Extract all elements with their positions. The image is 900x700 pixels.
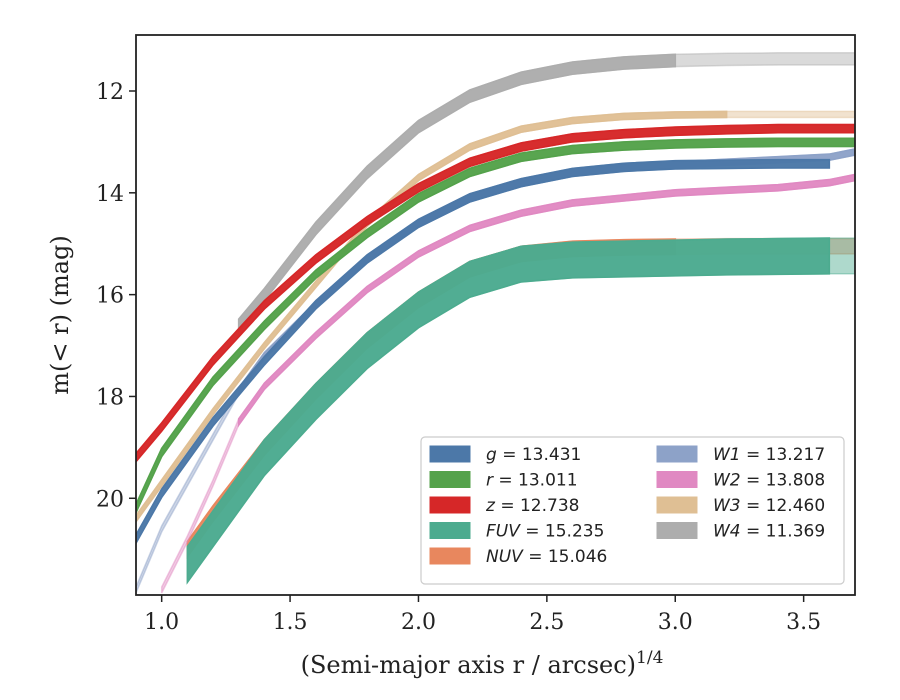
x-tick-label: 3.0 bbox=[658, 610, 693, 635]
legend-box bbox=[420, 436, 845, 585]
y-axis-label: m(< r) (mag) bbox=[46, 235, 74, 394]
series-g-band bbox=[136, 158, 831, 545]
y-tick-label: 18 bbox=[96, 385, 124, 410]
y-tick-label: 20 bbox=[96, 487, 124, 512]
legend-swatch-w1 bbox=[656, 445, 698, 463]
legend-label-w2: W2 = 13.808 bbox=[713, 471, 825, 491]
series-layer bbox=[136, 52, 855, 594]
legend-label-z: z = 12.738 bbox=[485, 496, 579, 516]
y-axis: 12 14 16 18 20 bbox=[96, 80, 136, 512]
x-tick-label: 3.5 bbox=[786, 610, 821, 635]
legend-label-w4: W4 = 11.369 bbox=[713, 522, 825, 542]
legend-swatch-fuv bbox=[429, 522, 471, 539]
y-tick-label: 16 bbox=[96, 284, 124, 309]
x-axis-label: (Semi-major axis r / arcsec)1/4 bbox=[301, 648, 664, 679]
series-r-band bbox=[136, 137, 855, 513]
legend-swatch-w3 bbox=[656, 496, 698, 514]
legend-label-fuv: FUV = 15.235 bbox=[486, 522, 604, 542]
x-axis: 1.0 1.5 2.0 2.5 3.0 3.5 bbox=[144, 595, 821, 635]
series-w2-band bbox=[237, 173, 855, 428]
legend-swatch-r bbox=[429, 471, 471, 488]
legend-label-nuv: NUV = 15.046 bbox=[486, 547, 607, 567]
legend-swatch-g bbox=[429, 445, 471, 463]
x-tick-label: 1.0 bbox=[144, 610, 179, 635]
series-z-band bbox=[136, 123, 855, 463]
legend-label-g: g = 13.431 bbox=[486, 445, 581, 465]
plot-frame bbox=[135, 34, 856, 596]
legend: g = 13.431 r = 13.011 z = 12.738 FUV = 15.2… bbox=[420, 436, 845, 585]
legend-swatch-nuv bbox=[429, 547, 471, 565]
y-tick-label: 12 bbox=[96, 80, 124, 105]
x-tick-label: 2.5 bbox=[529, 610, 564, 635]
legend-swatch-w4 bbox=[656, 522, 698, 539]
series-fuv-band bbox=[186, 237, 831, 585]
y-tick-label: 14 bbox=[96, 182, 124, 207]
series-w4-band bbox=[237, 53, 677, 334]
x-tick-label: 1.5 bbox=[273, 610, 308, 635]
legend-swatch-z bbox=[429, 496, 471, 514]
legend-label-w3: W3 = 12.460 bbox=[713, 496, 825, 516]
legend-swatch-w2 bbox=[656, 471, 698, 488]
legend-label-r: r = 13.011 bbox=[486, 471, 578, 491]
x-tick-label: 2.0 bbox=[401, 610, 436, 635]
legend-label-w1: W1 = 13.217 bbox=[713, 445, 825, 465]
